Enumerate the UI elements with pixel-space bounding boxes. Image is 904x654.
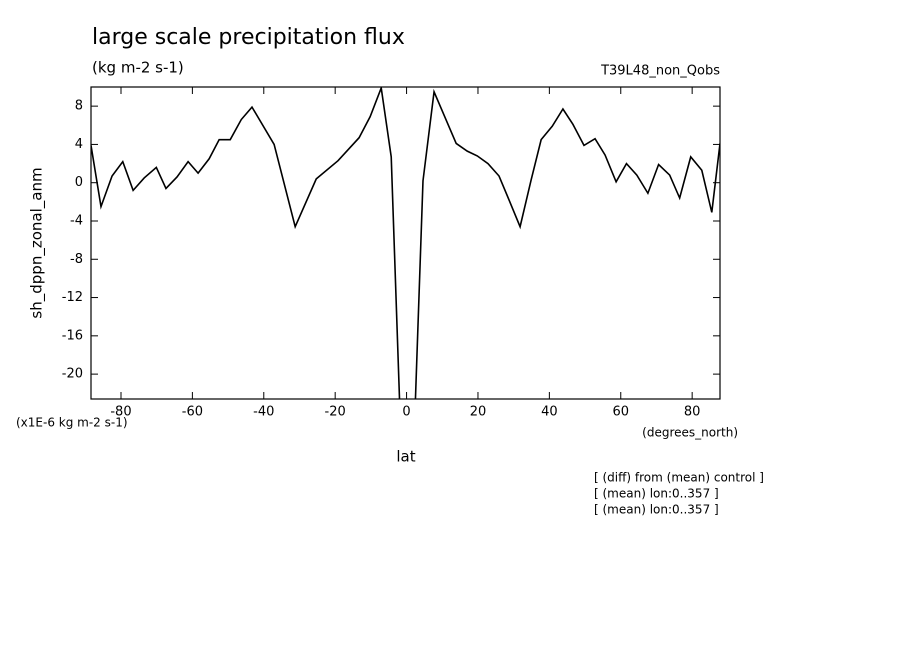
experiment-label: T39L48_non_Qobs bbox=[600, 64, 720, 79]
chart-title: large scale precipitation flux bbox=[92, 25, 405, 50]
chart-subtitle: (kg m-2 s-1) bbox=[92, 59, 184, 77]
y-tick-label: -16 bbox=[62, 328, 83, 343]
y-tick-label: -12 bbox=[62, 290, 83, 305]
y-units: (x1E-6 kg m-2 s-1) bbox=[16, 416, 128, 430]
plot-frame bbox=[90, 86, 721, 400]
y-tick-label: 8 bbox=[75, 99, 83, 114]
note: [ (mean) lon:0..357 ] bbox=[594, 503, 719, 517]
x-tick-label: 40 bbox=[541, 405, 558, 420]
data-line bbox=[91, 87, 720, 399]
x-tick-label: 80 bbox=[684, 405, 701, 420]
x-tick-label: -20 bbox=[325, 405, 346, 420]
x-units: (degrees_north) bbox=[642, 426, 738, 440]
note: [ (mean) lon:0..357 ] bbox=[594, 487, 719, 501]
y-tick-label: -20 bbox=[62, 367, 83, 382]
x-tick-label: 0 bbox=[402, 405, 410, 420]
y-tick-label: -8 bbox=[70, 252, 83, 267]
x-tick-label: -40 bbox=[253, 405, 274, 420]
x-tick-label: -80 bbox=[110, 405, 131, 420]
note: [ (diff) from (mean) control ] bbox=[594, 471, 764, 485]
x-tick-label: 60 bbox=[612, 405, 629, 420]
y-axis-label: sh_dppn_zonal_anm bbox=[28, 167, 47, 318]
x-axis-label: lat bbox=[396, 448, 415, 466]
y-tick-label: -4 bbox=[70, 213, 83, 228]
x-tick-label: -60 bbox=[182, 405, 203, 420]
x-tick-label: 20 bbox=[470, 405, 487, 420]
y-tick-label: 4 bbox=[75, 137, 83, 152]
y-tick-label: 0 bbox=[75, 175, 83, 190]
